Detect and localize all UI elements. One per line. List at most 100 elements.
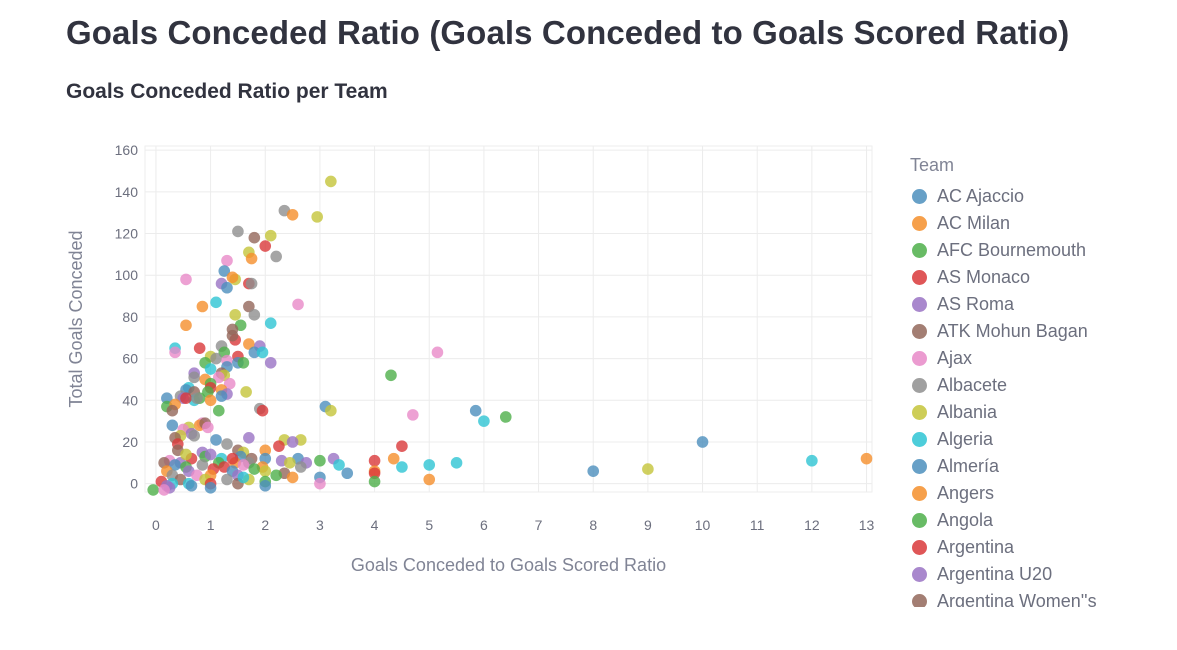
data-point[interactable] xyxy=(191,392,203,405)
data-point[interactable] xyxy=(860,452,873,465)
data-point[interactable] xyxy=(147,484,159,496)
data-point[interactable] xyxy=(180,319,192,332)
data-point[interactable] xyxy=(256,404,269,417)
data-point[interactable] xyxy=(499,411,512,423)
data-point[interactable] xyxy=(387,452,400,465)
data-point[interactable] xyxy=(248,309,261,321)
legend-item[interactable]: AS Roma xyxy=(910,291,1150,318)
data-point[interactable] xyxy=(188,371,200,384)
data-point[interactable] xyxy=(325,404,337,417)
data-point[interactable] xyxy=(248,463,261,475)
data-point[interactable] xyxy=(478,415,490,427)
data-point[interactable] xyxy=(204,448,217,461)
data-point[interactable] xyxy=(264,317,277,329)
data-point[interactable] xyxy=(469,404,482,417)
data-point[interactable] xyxy=(286,436,299,448)
data-point[interactable] xyxy=(248,346,261,359)
legend-item[interactable]: Algeria xyxy=(910,426,1150,453)
data-point[interactable] xyxy=(311,211,323,223)
data-point[interactable] xyxy=(270,250,282,263)
data-point[interactable] xyxy=(292,298,304,311)
data-point[interactable] xyxy=(212,404,225,417)
data-point[interactable] xyxy=(180,392,192,405)
data-point[interactable] xyxy=(264,229,277,242)
data-point[interactable] xyxy=(185,479,198,492)
data-point[interactable] xyxy=(237,459,250,471)
data-point[interactable] xyxy=(223,377,236,390)
legend-item[interactable]: AFC Bournemouth xyxy=(910,237,1150,264)
data-point[interactable] xyxy=(314,454,326,467)
data-point[interactable] xyxy=(245,252,258,265)
data-point[interactable] xyxy=(221,254,233,267)
data-point[interactable] xyxy=(188,429,200,442)
data-point[interactable] xyxy=(161,392,173,405)
data-point[interactable] xyxy=(226,452,239,465)
data-point[interactable] xyxy=(221,281,233,294)
data-point[interactable] xyxy=(237,356,250,369)
data-point[interactable] xyxy=(642,463,654,475)
data-point[interactable] xyxy=(204,394,217,407)
data-point[interactable] xyxy=(212,371,225,384)
data-point[interactable] xyxy=(294,461,307,473)
data-point[interactable] xyxy=(229,309,241,321)
data-point[interactable] xyxy=(221,473,233,486)
data-point[interactable] xyxy=(215,390,228,402)
data-point[interactable] xyxy=(270,469,282,482)
legend-item[interactable]: AC Milan xyxy=(910,210,1150,237)
legend-item[interactable]: Argentina Women''s xyxy=(910,588,1150,607)
data-point[interactable] xyxy=(431,346,444,359)
legend-item[interactable]: Argentina U20 xyxy=(910,561,1150,588)
data-point[interactable] xyxy=(450,457,463,469)
data-point[interactable] xyxy=(210,352,222,365)
data-point[interactable] xyxy=(202,421,214,434)
data-point[interactable] xyxy=(256,346,269,359)
data-point[interactable] xyxy=(325,175,337,188)
data-point[interactable] xyxy=(806,454,818,467)
data-point[interactable] xyxy=(286,471,299,484)
data-point[interactable] xyxy=(204,482,217,494)
legend-item[interactable]: AS Monaco xyxy=(910,264,1150,291)
data-point[interactable] xyxy=(248,231,261,244)
data-point[interactable] xyxy=(180,273,192,286)
data-point[interactable] xyxy=(385,369,397,382)
data-point[interactable] xyxy=(696,436,709,448)
legend-item[interactable]: Angola xyxy=(910,507,1150,534)
data-point[interactable] xyxy=(396,440,408,452)
data-point[interactable] xyxy=(368,475,381,488)
data-point[interactable] xyxy=(333,459,345,471)
data-point[interactable] xyxy=(196,300,209,313)
data-point[interactable] xyxy=(259,465,272,477)
data-point[interactable] xyxy=(226,329,239,342)
data-point[interactable] xyxy=(232,225,244,238)
data-point[interactable] xyxy=(243,432,255,444)
data-point[interactable] xyxy=(259,479,272,492)
data-point[interactable] xyxy=(396,461,408,473)
data-point[interactable] xyxy=(210,296,222,309)
data-point[interactable] xyxy=(210,434,222,446)
data-point[interactable] xyxy=(259,444,272,457)
data-point[interactable] xyxy=(169,346,181,359)
data-point[interactable] xyxy=(180,448,192,461)
data-point[interactable] xyxy=(237,471,250,484)
legend-item[interactable]: AC Ajaccio xyxy=(910,183,1150,210)
data-point[interactable] xyxy=(193,342,206,354)
data-point[interactable] xyxy=(245,277,258,290)
data-point[interactable] xyxy=(226,271,239,284)
legend-item[interactable]: ATK Mohun Bagan xyxy=(910,318,1150,345)
data-point[interactable] xyxy=(587,465,600,477)
data-point[interactable] xyxy=(166,419,179,432)
data-point[interactable] xyxy=(368,454,381,467)
data-points[interactable] xyxy=(147,175,873,496)
data-point[interactable] xyxy=(243,300,255,313)
data-point[interactable] xyxy=(264,356,277,369)
data-point[interactable] xyxy=(196,459,209,471)
data-point[interactable] xyxy=(240,386,252,398)
data-point[interactable] xyxy=(243,338,255,350)
data-point[interactable] xyxy=(273,440,285,452)
legend-item[interactable]: Albacete xyxy=(910,372,1150,399)
data-point[interactable] xyxy=(407,409,419,421)
data-point[interactable] xyxy=(166,404,179,417)
legend-item[interactable]: Angers xyxy=(910,480,1150,507)
data-point[interactable] xyxy=(284,457,296,469)
